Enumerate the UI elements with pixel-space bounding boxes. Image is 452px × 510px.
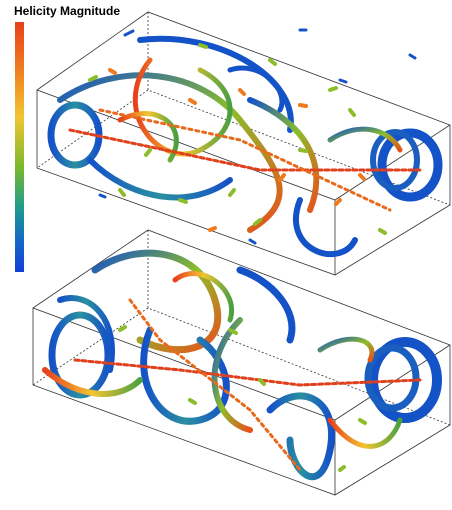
bottom-volume <box>32 229 451 496</box>
colorbar-title: Helicity Magnitude <box>14 4 121 18</box>
streamribbons <box>42 249 442 481</box>
top-volume <box>36 11 451 276</box>
colorbar <box>15 22 24 272</box>
streamribbons <box>47 28 443 258</box>
